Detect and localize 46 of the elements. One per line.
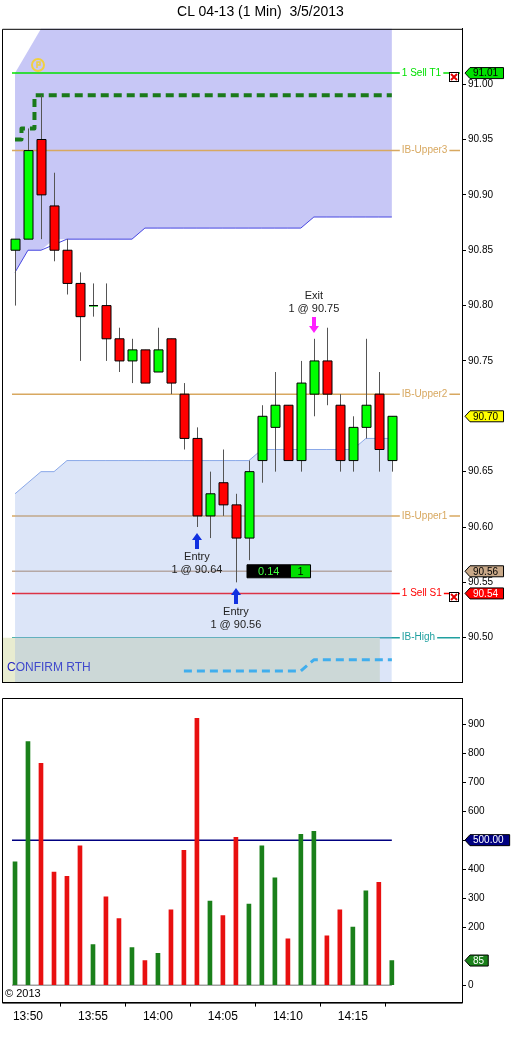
y-tick-label: 91.00 bbox=[468, 77, 494, 89]
x-tick-label: 13:50 bbox=[12, 1009, 44, 1024]
x-tick-label: 13:55 bbox=[77, 1009, 109, 1024]
annotation: © 2013 bbox=[5, 986, 41, 999]
y-tick-label: 90.55 bbox=[468, 576, 494, 588]
ref-line-label: IB-Upper3 bbox=[401, 144, 448, 156]
ref-line-label: IB-Upper1 bbox=[401, 509, 448, 521]
text: 91.01 bbox=[473, 67, 499, 79]
chart-title: CL 04-13 (1 Min) 3/5/2013 bbox=[177, 3, 345, 20]
candlestick bbox=[88, 282, 99, 318]
annotation: Entry 1 @ 90.56 bbox=[210, 605, 262, 631]
y-tick-label: 90.60 bbox=[468, 520, 494, 532]
text: 85 bbox=[473, 954, 485, 966]
annotation: Exit 1 @ 90.75 bbox=[288, 288, 340, 314]
text: 90.70 bbox=[473, 410, 499, 422]
text: 0.14 1 bbox=[257, 564, 304, 577]
ref-line-label: 1 Sell S1 bbox=[401, 587, 443, 599]
y-tick-label: 90.95 bbox=[468, 133, 494, 145]
y-tick-label: 90.75 bbox=[468, 354, 494, 366]
y-tick-label: 400 bbox=[468, 862, 486, 874]
y-tick-label: 90.65 bbox=[468, 465, 494, 477]
y-tick-label: 600 bbox=[468, 804, 486, 816]
x-tick-label: 14:05 bbox=[207, 1009, 239, 1024]
y-tick-label: 800 bbox=[468, 746, 486, 758]
annotation: Entry 1 @ 90.64 bbox=[171, 550, 223, 576]
y-tick-label: 90.50 bbox=[468, 631, 494, 643]
band-label: CONFIRM RTH bbox=[7, 660, 91, 675]
x-tick-label: 14:15 bbox=[337, 1009, 369, 1024]
y-tick-label: 90.80 bbox=[468, 299, 494, 311]
x-tick-label: 14:00 bbox=[142, 1009, 174, 1024]
text: 90.54 bbox=[473, 587, 499, 599]
y-tick-label: 0 bbox=[468, 978, 474, 990]
ref-line-label: 1 Sell T1 bbox=[401, 66, 442, 78]
y-tick-label: 900 bbox=[468, 717, 486, 729]
y-tick-label: 200 bbox=[468, 920, 486, 932]
y-tick-label: 700 bbox=[468, 775, 486, 787]
y-tick-label: 90.90 bbox=[468, 188, 494, 200]
text: 90.56 bbox=[473, 565, 499, 577]
y-tick-label: 90.85 bbox=[468, 243, 494, 255]
x-tick-label: 14:10 bbox=[272, 1009, 304, 1024]
ref-line-label: IB-Upper2 bbox=[401, 387, 448, 399]
y-tick-label: 300 bbox=[468, 891, 486, 903]
ref-line-label: IB-High bbox=[401, 631, 436, 643]
text: 500.00 bbox=[473, 834, 505, 846]
bar bbox=[337, 909, 343, 986]
bar bbox=[376, 881, 382, 986]
